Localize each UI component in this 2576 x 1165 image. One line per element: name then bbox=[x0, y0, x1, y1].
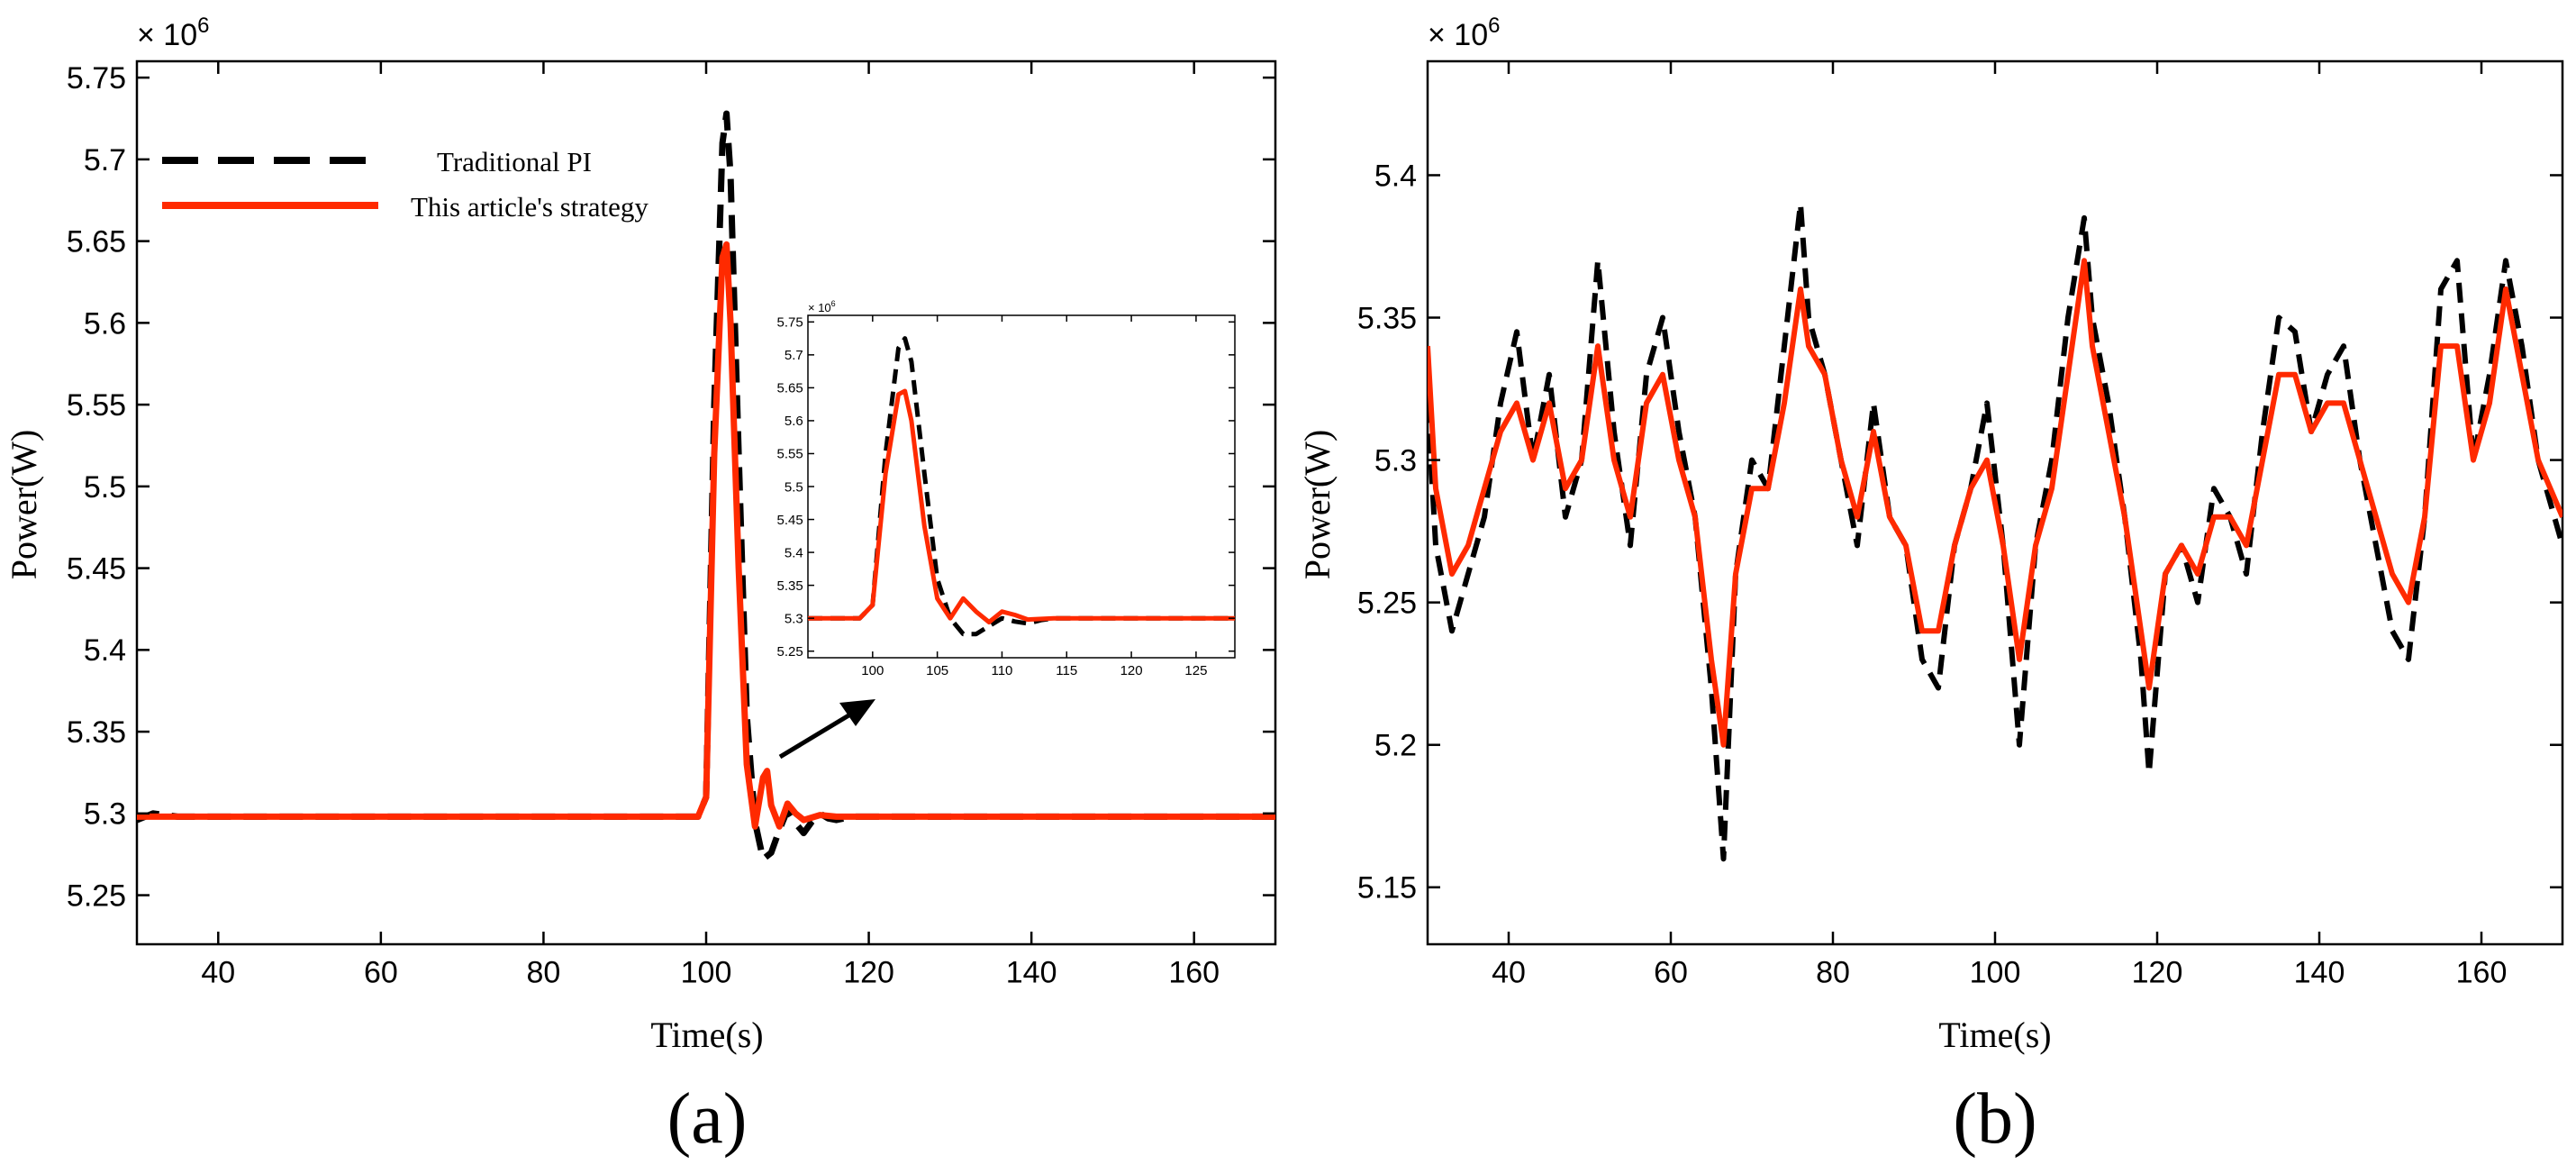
chart-a-x-tick-label: 100 bbox=[681, 956, 732, 990]
chart-b-x-tick-label: 40 bbox=[1492, 956, 1526, 990]
chart-a-inset-y-exponent: × 106 bbox=[808, 299, 836, 314]
chart-b-y-tick-label: 5.3 bbox=[1374, 443, 1417, 478]
chart-a-y-tick-label: 5.55 bbox=[67, 388, 126, 423]
chart-a-y-exponent: × 106 bbox=[137, 14, 209, 52]
chart-a-x-axis-label: Time(s) bbox=[650, 1015, 763, 1055]
chart-b-x-tick-label: 120 bbox=[2132, 956, 2183, 990]
legend-pi-label: Traditional PI bbox=[437, 146, 592, 177]
chart-a-x-tick-label: 40 bbox=[201, 956, 235, 990]
chart-b-y-axis-label: Power(W) bbox=[1297, 430, 1338, 580]
chart-a-inset-y-tick-label: 5.3 bbox=[785, 611, 803, 626]
chart-b-x-tick-label: 100 bbox=[1970, 956, 2021, 990]
chart-a-inset-y-tick-label: 5.25 bbox=[777, 644, 803, 660]
chart-a-x-tick-label: 160 bbox=[1168, 956, 1220, 990]
chart-a-inset-y-tick-label: 5.75 bbox=[777, 315, 803, 331]
chart-a-inset-y-tick-label: 5.6 bbox=[785, 414, 803, 429]
chart-a-x-tick-label: 120 bbox=[843, 956, 894, 990]
chart-a-legend: Traditional PI This article's strategy bbox=[162, 146, 649, 223]
chart-a-y-tick-label: 5.65 bbox=[67, 225, 126, 259]
chart-a-inset-x-tick-label: 120 bbox=[1120, 663, 1143, 678]
chart-b: 40 60 80 100 120 140 1605.155.25.255.35.355.4 … bbox=[1297, 14, 2564, 1159]
chart-a-inset-series-traditional-pi bbox=[808, 336, 1235, 637]
chart-a-inset-x-tick-label: 105 bbox=[926, 663, 948, 678]
chart-b-x-tick-label: 160 bbox=[2456, 956, 2508, 990]
chart-a-inset-y-tick-label: 5.7 bbox=[785, 348, 803, 363]
chart-a-inset-frame bbox=[807, 314, 1236, 659]
chart-a-y-axis-label: Power(W) bbox=[4, 430, 44, 580]
chart-a-y-tick-label: 5.7 bbox=[84, 143, 126, 177]
chart-b-y-tick-label: 5.4 bbox=[1374, 159, 1417, 193]
chart-a-x-tick-label: 80 bbox=[527, 956, 561, 990]
chart-a-y-tick-label: 5.5 bbox=[84, 470, 126, 505]
chart-a-series-strategy bbox=[137, 241, 1275, 830]
chart-b-ticks: 40 60 80 100 120 140 160 5.15 5.2 5.25 5.3 5.35 5.4 bbox=[1357, 61, 2562, 990]
chart-b-y-exponent: × 106 bbox=[1428, 14, 1500, 52]
chart-a-inset-x-tick-label: 110 bbox=[991, 663, 1012, 678]
chart-b-x-axis-label: Time(s) bbox=[1938, 1015, 2051, 1055]
chart-b-y-tick-label: 5.35 bbox=[1357, 301, 1417, 335]
chart-a-y-tick-label: 5.75 bbox=[67, 61, 126, 96]
chart-b-y-tick-label: 5.2 bbox=[1374, 729, 1417, 763]
chart-b-series-strategy bbox=[1428, 258, 2562, 748]
chart-a-y-tick-label: 5.25 bbox=[67, 878, 126, 913]
chart-b-x-tick-label: 140 bbox=[2294, 956, 2345, 990]
chart-a-inset-x-tick-label: 100 bbox=[861, 663, 884, 678]
chart-a-y-tick-label: 5.6 bbox=[84, 306, 126, 341]
chart-a-y-tick-label: 5.45 bbox=[67, 551, 126, 586]
chart-a-inset-y-tick-label: 5.5 bbox=[785, 479, 803, 495]
legend-strategy-label: This article's strategy bbox=[411, 191, 649, 223]
chart-a-y-tick-label: 5.4 bbox=[84, 633, 126, 668]
chart-b-plot-area bbox=[1426, 59, 2564, 946]
chart-a-y-tick-label: 5.35 bbox=[67, 715, 126, 750]
inset-arrow bbox=[778, 699, 875, 760]
chart-b-x-tick-label: 60 bbox=[1654, 956, 1688, 990]
chart-a-inset-y-tick-label: 5.4 bbox=[785, 545, 803, 560]
chart-a-x-tick-label: 140 bbox=[1006, 956, 1057, 990]
chart-b-y-tick-label: 5.25 bbox=[1357, 587, 1417, 621]
chart-a-y-tick-label: 5.3 bbox=[84, 797, 126, 832]
chart-a-inset-x-tick-label: 125 bbox=[1184, 663, 1207, 678]
chart-a-inset-series-strategy bbox=[808, 388, 1235, 624]
chart-a: 100 105 110 115 120 1255.255.35.355.45.455.55… bbox=[4, 14, 1277, 1159]
chart-a-inset-y-tick-label: 5.65 bbox=[777, 381, 803, 396]
chart-b-panel-label: (b) bbox=[1953, 1079, 2036, 1159]
chart-a-x-tick-label: 60 bbox=[364, 956, 398, 990]
chart-b-y-tick-label: 5.15 bbox=[1357, 871, 1417, 906]
chart-a-inset-y-tick-label: 5.55 bbox=[777, 447, 803, 462]
chart-a-ticks: 40 60 80 100 120 140 1605.255.35.355.45.455.55… bbox=[67, 61, 1275, 990]
chart-a-inset-y-tick-label: 5.35 bbox=[777, 578, 803, 594]
chart-a-inset: 100 105 110 115 120 1255.255.35.355.45.455.55… bbox=[777, 299, 1236, 678]
chart-a-inset-x-tick-label: 115 bbox=[1056, 663, 1077, 678]
chart-b-x-tick-label: 80 bbox=[1816, 956, 1850, 990]
chart-a-inset-y-tick-label: 5.45 bbox=[777, 513, 803, 528]
chart-a-panel-label: (a) bbox=[667, 1079, 748, 1159]
